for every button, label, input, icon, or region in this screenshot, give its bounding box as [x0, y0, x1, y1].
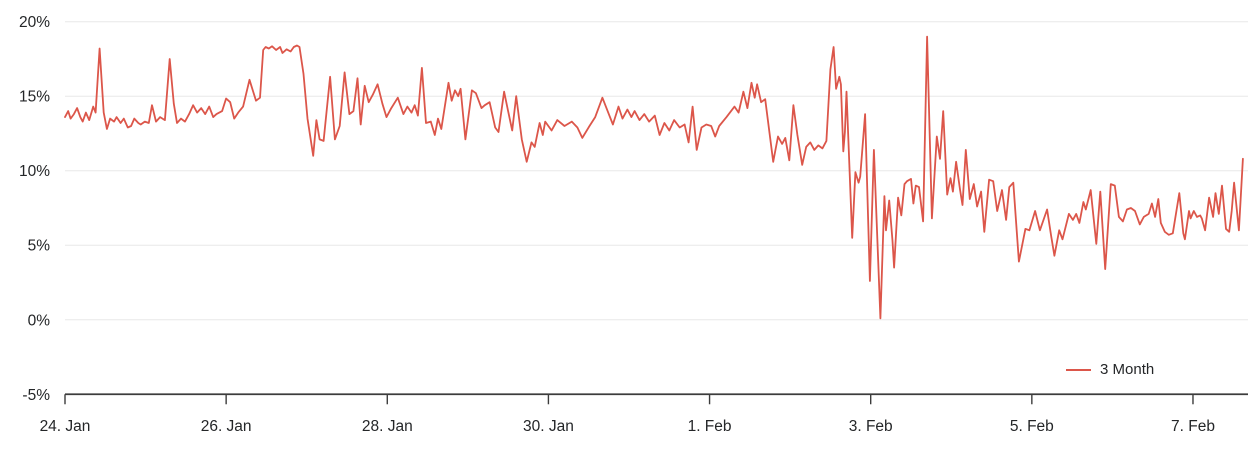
x-axis-label: 1. Feb	[688, 418, 732, 435]
x-axis-label: 24. Jan	[40, 418, 91, 435]
x-axis-label: 5. Feb	[1010, 418, 1054, 435]
x-axis-label: 3. Feb	[849, 418, 893, 435]
y-axis-label: 0%	[28, 312, 51, 329]
y-axis-label: -5%	[22, 387, 50, 404]
legend-line-swatch	[1066, 368, 1091, 371]
x-axis-label: 30. Jan	[523, 418, 574, 435]
legend-item-3-month[interactable]: 3 Month	[1066, 361, 1154, 378]
y-axis-label: 20%	[19, 14, 50, 31]
series-line-3-month[interactable]	[64, 35, 1244, 320]
x-axis-label: 26. Jan	[201, 418, 252, 435]
y-axis-label: 15%	[19, 89, 50, 106]
y-axis-label: 10%	[19, 163, 50, 180]
y-axis-label: 5%	[28, 238, 51, 255]
x-axis-label: 7. Feb	[1171, 418, 1215, 435]
x-axis-label: 28. Jan	[362, 418, 413, 435]
legend: 3 Month	[1066, 361, 1154, 378]
legend-label: 3 Month	[1100, 361, 1155, 378]
